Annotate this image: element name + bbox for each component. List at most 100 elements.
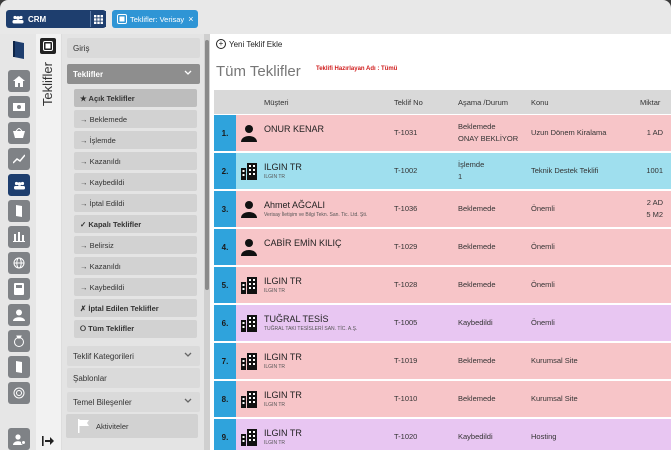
sidebar-item-acik-iptal[interactable]: → İptal Edildi	[74, 194, 197, 212]
table-row[interactable]: 1. ONUR KENAR T-1031 Beklemede ONAY BEKLİYOR…	[214, 115, 671, 151]
sidebar-item-tum-teklifler[interactable]: ⭘ Tüm Teklifler	[74, 320, 197, 338]
sidebar-item-bilesenler[interactable]: Temel Bileşenler	[67, 392, 200, 412]
quote-amount: 2 AD	[646, 198, 663, 207]
add-quote-label: Yeni Teklif Ekle	[229, 39, 283, 49]
customer-company: ILGIN TR	[264, 364, 286, 370]
table-row[interactable]: 6. TUĞRAL TESİS TUĞRAL TAKI TESİSLERİ SAN.…	[214, 305, 671, 341]
chevron-down-icon	[184, 397, 192, 406]
building-icon	[240, 428, 258, 446]
quote-stage: İşlemde	[458, 160, 485, 169]
sidebar-item-iptal-edilen[interactable]: ✗ İptal Edilen Teklifler	[74, 299, 197, 317]
table-row[interactable]: 5. ILGIN TR ILGIN TR T-1028 Beklemede Önemli	[214, 267, 671, 303]
customer-name[interactable]: TUĞRAL TESİS	[264, 314, 329, 324]
quote-amount: 1 AD	[646, 128, 663, 137]
people-icon	[12, 15, 24, 24]
customer-name[interactable]: ILGIN TR	[264, 390, 302, 400]
sidebar-item-acik-teklifler[interactable]: ★ Açık Teklifler	[74, 89, 197, 107]
scrollbar-thumb[interactable]	[205, 40, 209, 290]
sidebar-item-acik-kazanildi[interactable]: → Kazanıldı	[74, 152, 197, 170]
customers-icon[interactable]	[8, 174, 30, 196]
building-icon	[240, 352, 258, 370]
target-icon[interactable]	[8, 382, 30, 404]
logout-arrow-icon[interactable]	[42, 436, 54, 448]
sidebar-item-kapali-kazanildi[interactable]: → Kazanıldı	[74, 257, 197, 275]
row-number: 7.	[214, 343, 236, 379]
crm-app-tab[interactable]: CRM	[6, 10, 106, 28]
sidebar-scrollbar[interactable]	[204, 34, 210, 450]
module-title-column: Teklifler	[36, 34, 62, 450]
quote-status: 1	[458, 172, 463, 181]
table-row[interactable]: 9. ILGIN TR ILGIN TR T-1020 Kaybedildi Hostin…	[214, 419, 671, 450]
home-icon[interactable]	[8, 70, 30, 92]
table-row[interactable]: 2. ILGIN TR ILGIN TR T-1002 İşlemde 1 Teknik D…	[214, 153, 671, 189]
top-bar: CRM Teklifler: Verisay ×	[0, 0, 671, 34]
basket-icon[interactable]	[8, 122, 30, 144]
col-header-customer[interactable]: Müşteri	[264, 98, 289, 107]
sidebar-item-acik-beklemede[interactable]: → Beklemede	[74, 110, 197, 128]
close-icon[interactable]: ×	[188, 14, 194, 24]
quote-icon	[117, 14, 127, 24]
preparer-filter[interactable]: Teklifi Hazırlayan Adı : Tümü	[316, 66, 398, 72]
customer-name[interactable]: ILGIN TR	[264, 276, 302, 286]
sidebar-item-aktiviteler[interactable]: Aktiviteler	[66, 414, 198, 438]
customer-company: Verisay İletişim ve Bilgi Tekn. San. Tic…	[264, 212, 368, 218]
quote-no: T-1020	[394, 432, 418, 441]
sidebar-item-acik-islemde[interactable]: → İşlemde	[74, 131, 197, 149]
building-icon	[240, 314, 258, 332]
quote-subject: Kurumsal Site	[531, 356, 578, 365]
table-row[interactable]: 3. Ahmet AĞCALI Verisay İletişim ve Bilgi …	[214, 191, 671, 227]
cash-icon[interactable]	[8, 96, 30, 118]
flag-icon	[78, 419, 90, 433]
customer-name[interactable]: Ahmet AĞCALI	[264, 200, 326, 210]
quote-stage: Kaybedildi	[458, 432, 493, 441]
sidebar-item-label: Giriş	[73, 43, 90, 53]
quote-status: ONAY BEKLİYOR	[458, 134, 519, 143]
bank-icon[interactable]	[8, 226, 30, 248]
sidebar-item-kapali-teklifler[interactable]: ✓ Kapalı Teklifler	[74, 215, 197, 233]
customer-name[interactable]: ILGIN TR	[264, 352, 302, 362]
col-header-quote-no[interactable]: Teklif No	[394, 98, 423, 107]
user-icon[interactable]	[8, 304, 30, 326]
book-icon[interactable]	[8, 200, 30, 222]
sidebar-item-teklifler[interactable]: Teklifler	[67, 64, 200, 84]
printer-icon[interactable]	[8, 278, 30, 300]
app-grid-button[interactable]	[90, 11, 106, 27]
app-name: CRM	[28, 14, 47, 24]
sidebar-item-acik-kaybedildi[interactable]: → Kaybedildi	[74, 173, 197, 191]
col-header-stage[interactable]: Aşama /Durum	[458, 98, 509, 107]
col-header-amount[interactable]: Miktar	[640, 98, 661, 107]
sidebar-item-kapali-kaybedildi[interactable]: → Kaybedildi	[74, 278, 197, 296]
quote-no: T-1029	[394, 242, 418, 251]
customer-name[interactable]: ILGIN TR	[264, 162, 302, 172]
sidebar-item-label: Aktiviteler	[96, 421, 129, 431]
row-number: 5.	[214, 267, 236, 303]
row-number: 9.	[214, 419, 236, 450]
quote-no: T-1005	[394, 318, 418, 327]
globe-icon[interactable]	[8, 252, 30, 274]
user-settings-icon[interactable]	[8, 428, 30, 450]
quote-no: T-1036	[394, 204, 418, 213]
sidebar-item-sablonlar[interactable]: Şablonlar	[67, 368, 200, 388]
customer-name[interactable]: CABİR EMİN KILIÇ	[264, 238, 342, 248]
tab-label: Teklifler: Verisay	[130, 14, 185, 24]
quote-stage: Kaybedildi	[458, 318, 493, 327]
customer-company: TUĞRAL TAKI TESİSLERİ SAN. TİC. A.Ş.	[264, 326, 358, 332]
table-row[interactable]: 8. ILGIN TR ILGIN TR T-1010 Beklemede Kurumsa…	[214, 381, 671, 417]
customer-name[interactable]: ILGIN TR	[264, 428, 302, 438]
notebook-icon[interactable]	[8, 356, 30, 378]
table-row[interactable]: 7. ILGIN TR ILGIN TR T-1019 Beklemede Kurumsa…	[214, 343, 671, 379]
quote-subject: Hosting	[531, 432, 557, 441]
tab-teklifler[interactable]: Teklifler: Verisay ×	[112, 10, 198, 28]
customer-name[interactable]: ONUR KENAR	[264, 124, 325, 134]
module-title: Teklifler	[40, 62, 55, 107]
quote-no: T-1019	[394, 356, 418, 365]
row-number: 4.	[214, 229, 236, 265]
money-bag-icon[interactable]	[8, 330, 30, 352]
sidebar-item-giris[interactable]: Giriş	[67, 38, 200, 58]
sidebar-item-kategoriler[interactable]: Teklif Kategorileri	[67, 346, 200, 366]
add-quote-button[interactable]: + Yeni Teklif Ekle	[216, 39, 282, 49]
chart-icon[interactable]	[8, 148, 30, 170]
table-row[interactable]: 4. CABİR EMİN KILIÇ T-1029 Beklemede Önemli	[214, 229, 671, 265]
sidebar-item-kapali-belirsiz[interactable]: → Belirsiz	[74, 236, 197, 254]
col-header-subject[interactable]: Konu	[531, 98, 549, 107]
